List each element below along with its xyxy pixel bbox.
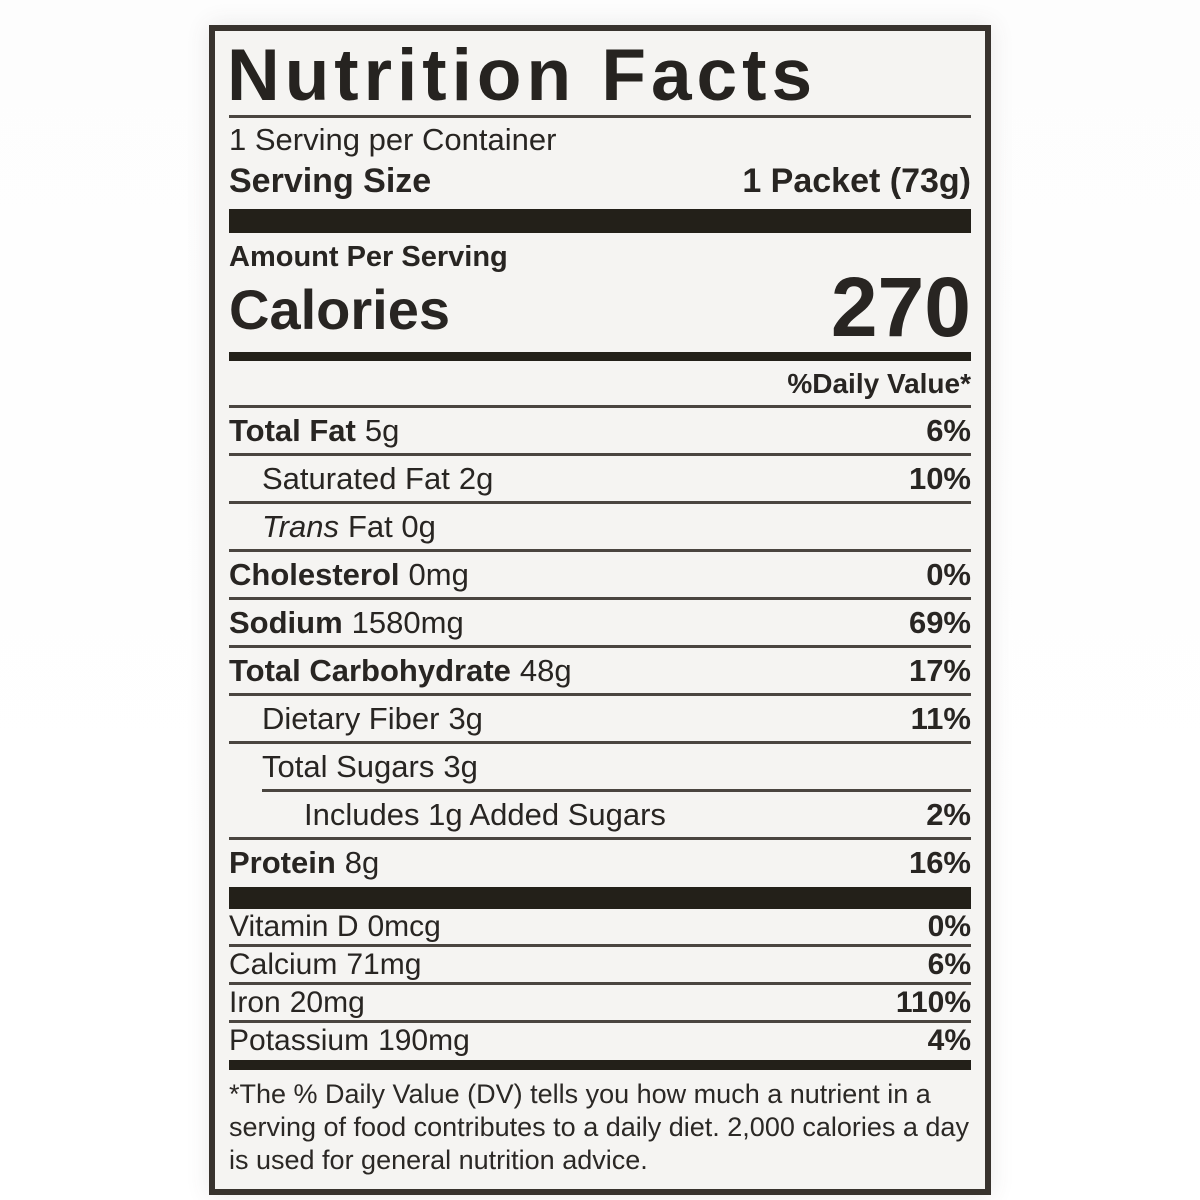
- divider: [229, 944, 971, 948]
- nutrient-row-total-carbohydrate: Total Carbohydrate 48g 17%: [229, 648, 971, 693]
- vitamin-row-iron: Iron 20mg 110%: [229, 985, 971, 1020]
- nutrient-text: Total Carbohydrate 48g: [229, 653, 572, 689]
- nutrient-name: Dietary Fiber: [262, 700, 440, 736]
- nutrient-name: Total Fat: [229, 412, 356, 448]
- nutrient-row-sodium: Sodium 1580mg 69%: [229, 600, 971, 645]
- nutrient-text: Saturated Fat 2g: [262, 461, 493, 497]
- nutrient-text: Sodium 1580mg: [229, 605, 464, 641]
- nutrient-percent: 17%: [908, 652, 971, 688]
- vitamin-row-vitamin-d: Vitamin D 0mcg 0%: [229, 909, 971, 944]
- nutrient-row-total-fat: Total Fat 5g 6%: [229, 408, 971, 453]
- nutrient-percent: 16%: [908, 844, 971, 880]
- nutrient-amount: 190mg: [378, 1023, 470, 1057]
- divider: [229, 982, 971, 986]
- nutrient-text: Total Fat 5g: [229, 413, 399, 449]
- thick-separator-footnote: [229, 1060, 971, 1071]
- nutrient-percent: 4%: [927, 1023, 971, 1057]
- calories-row: Calories 270: [229, 260, 971, 355]
- nutrient-amount: 3g: [443, 748, 478, 784]
- nutrient-percent: 6%: [926, 412, 971, 448]
- nutrient-name: Protein: [229, 844, 336, 880]
- nutrient-row-dietary-fiber: Dietary Fiber 3g 11%: [229, 696, 971, 741]
- vitamin-row-calcium: Calcium 71mg 6%: [229, 947, 971, 982]
- divider: [229, 549, 971, 553]
- nutrient-amount: 2g: [458, 460, 494, 496]
- nutrient-percent: 0%: [926, 556, 971, 592]
- serving-size-value: 1 Packet (73g): [742, 162, 971, 201]
- nutrient-text: Calcium 71mg: [229, 948, 421, 982]
- amount-per-serving: Amount Per Serving: [229, 241, 508, 274]
- nutrient-text: Trans Fat 0g: [262, 509, 436, 545]
- nutrient-amount: 0mcg: [367, 909, 441, 943]
- nutrient-percent: 110%: [895, 985, 971, 1019]
- daily-value-footnote: *The % Daily Value (DV) tells you how mu…: [229, 1079, 969, 1176]
- thick-separator-vitamins: [229, 887, 971, 910]
- serving-size-label: Serving Size: [229, 162, 432, 201]
- nutrient-text: Iron 20mg: [229, 986, 365, 1020]
- nutrient-text: Cholesterol 0mg: [229, 557, 469, 593]
- divider: [229, 693, 971, 697]
- nutrient-text: Dietary Fiber 3g: [262, 701, 483, 737]
- calories-value: 270: [830, 260, 971, 355]
- nutrient-amount: 3g: [448, 700, 483, 736]
- nutrient-name: Total Sugars: [262, 748, 435, 784]
- nutrient-name: Sodium: [229, 604, 343, 640]
- divider: [229, 597, 971, 601]
- nutrient-amount: 20mg: [289, 985, 365, 1019]
- nutrient-name: Cholesterol: [229, 556, 400, 592]
- divider-indented: [262, 789, 971, 793]
- divider: [229, 1020, 971, 1024]
- thick-separator-top: [229, 209, 971, 234]
- nutrient-amount: 8g: [344, 844, 380, 880]
- nutrient-text: Potassium 190mg: [229, 1024, 470, 1058]
- divider: [229, 645, 971, 649]
- nutrient-amount: 71mg: [346, 947, 422, 981]
- daily-value-header: %Daily Value*: [787, 368, 971, 400]
- divider: [229, 741, 971, 745]
- divider: [229, 837, 971, 841]
- nutrient-percent: 0%: [927, 909, 971, 943]
- label-title: Nutrition Facts: [227, 35, 818, 116]
- nutrient-amount: 1580mg: [351, 604, 464, 640]
- nutrient-name: Trans: [262, 508, 339, 544]
- nutrient-row-trans-fat: Trans Fat 0g: [229, 504, 971, 549]
- nutrition-facts-label: Nutrition Facts 1 Serving per Container …: [209, 25, 991, 1196]
- nutrient-amount: 5g: [364, 412, 400, 448]
- nutrient-percent: 2%: [926, 796, 971, 832]
- nutrient-name: Calcium: [229, 947, 338, 981]
- nutrient-row-added-sugars: Includes 1g Added Sugars 2%: [229, 792, 971, 837]
- divider: [229, 405, 971, 409]
- nutrient-amount: 0mg: [408, 556, 469, 592]
- nutrient-name: Vitamin D: [229, 909, 359, 943]
- nutrient-amount: 48g: [519, 652, 572, 688]
- vitamin-row-potassium: Potassium 190mg 4%: [229, 1023, 971, 1058]
- nutrient-percent: 6%: [927, 947, 971, 981]
- nutrient-percent: 69%: [908, 604, 971, 640]
- nutrient-percent: 10%: [908, 460, 971, 496]
- nutrient-name: Iron: [229, 985, 281, 1019]
- nutrient-row-cholesterol: Cholesterol 0mg 0%: [229, 552, 971, 597]
- nutrient-row-saturated-fat: Saturated Fat 2g 10%: [229, 456, 971, 501]
- nutrient-row-total-sugars: Total Sugars 3g: [229, 744, 971, 789]
- calories-label: Calories: [229, 278, 450, 342]
- nutrient-text: Vitamin D 0mcg: [229, 910, 441, 944]
- nutrient-text: Protein 8g: [229, 845, 379, 881]
- servings-per-container: 1 Serving per Container: [229, 122, 557, 158]
- nutrient-text: Total Sugars 3g: [262, 749, 478, 785]
- nutrient-text: Includes 1g Added Sugars: [304, 797, 666, 833]
- nutrient-name: Potassium: [229, 1023, 370, 1057]
- nutrient-row-protein: Protein 8g 16%: [229, 840, 971, 885]
- nutrient-percent: 11%: [910, 700, 971, 736]
- serving-size-row: Serving Size 1 Packet (73g): [229, 159, 971, 203]
- title-divider: [229, 115, 971, 119]
- divider: [229, 501, 971, 505]
- nutrient-name: Total Carbohydrate: [229, 652, 511, 688]
- nutrient-amount: Fat 0g: [347, 508, 436, 544]
- calories-divider: [229, 352, 971, 362]
- nutrient-name: Includes 1g Added Sugars: [304, 796, 666, 832]
- divider: [229, 453, 971, 457]
- nutrient-name: Saturated Fat: [262, 460, 450, 496]
